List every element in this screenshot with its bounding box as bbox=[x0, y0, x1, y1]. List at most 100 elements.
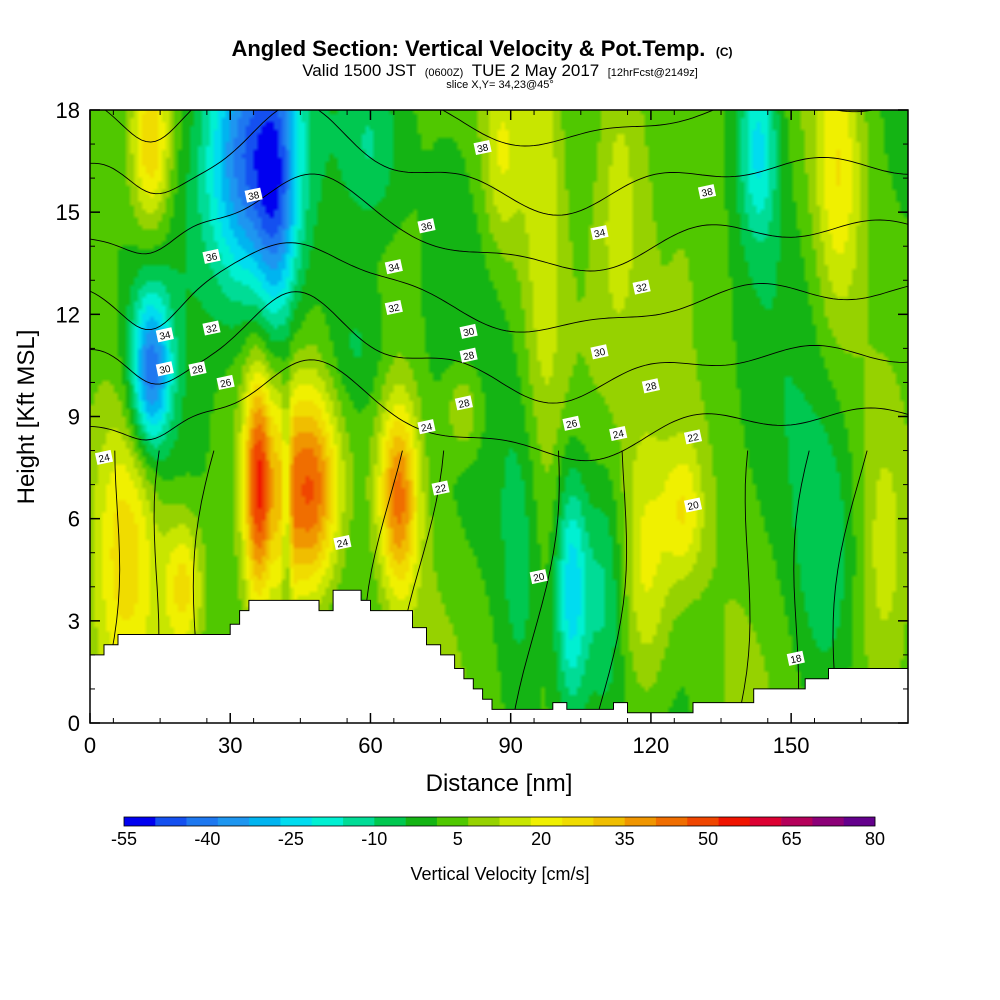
contour-label-text: 34 bbox=[388, 262, 402, 275]
contour-label-box bbox=[459, 347, 478, 363]
colorbar-swatch bbox=[781, 817, 813, 826]
contour-label-text: 24 bbox=[336, 537, 350, 550]
colorbar-tick-label: -25 bbox=[278, 829, 304, 849]
contour-label-box bbox=[529, 569, 548, 585]
colorbar-swatch bbox=[343, 817, 375, 826]
x-tick-label: 150 bbox=[773, 733, 810, 758]
contour-label-box bbox=[454, 395, 473, 411]
x-tick-label: 120 bbox=[633, 733, 670, 758]
colorbar-frame bbox=[123, 816, 876, 827]
contour-label-box bbox=[590, 344, 609, 360]
chart-valid-time: Valid 1500 JST (0600Z) TUE 2 May 2017 [1… bbox=[302, 61, 698, 80]
colorbar-swatch bbox=[843, 817, 876, 826]
colorbar bbox=[123, 816, 876, 827]
contour-label-text: 26 bbox=[565, 418, 579, 431]
contour-label-box bbox=[683, 497, 703, 513]
contour-label: 38 bbox=[697, 184, 717, 200]
x-axis-label: Distance [nm] bbox=[426, 770, 573, 797]
plot-area: 38 38 38 36 36 34 34 34 32 32 32 30 30 30 28 28 28 28 26 26… bbox=[89, 0, 909, 724]
contour-label-text: 32 bbox=[388, 302, 402, 315]
contour-label: 18 bbox=[786, 650, 805, 666]
y-tick-label: 6 bbox=[68, 507, 80, 532]
contour-label-box bbox=[683, 429, 703, 445]
contour-label-text: 38 bbox=[247, 190, 261, 203]
y-axis-label: Height [Kft MSL] bbox=[13, 330, 40, 505]
contour-label-text: 24 bbox=[612, 428, 626, 441]
isentrope-34 bbox=[104, 110, 876, 147]
y-tick-label: 9 bbox=[68, 405, 80, 430]
contour-label-box bbox=[155, 327, 174, 343]
contour-label: 30 bbox=[590, 344, 609, 360]
contour-label-box bbox=[459, 323, 478, 339]
contour-label-box bbox=[384, 259, 403, 275]
contour-label-box bbox=[632, 279, 651, 295]
x-tick-label: 60 bbox=[358, 733, 382, 758]
colorbar-swatch bbox=[155, 817, 187, 826]
isentrope-28 bbox=[90, 242, 908, 333]
colorbar-swatch bbox=[812, 817, 845, 826]
contour-label-text: 30 bbox=[159, 364, 173, 377]
contour-label-text: 28 bbox=[458, 398, 472, 411]
contour-label-box bbox=[473, 139, 492, 156]
colorbar-swatch bbox=[405, 817, 438, 826]
y-tick-label: 18 bbox=[56, 98, 80, 123]
chart-subtitle: slice X,Y= 34,23@45° bbox=[446, 79, 554, 91]
y-tick-label: 3 bbox=[68, 609, 80, 634]
isentrope-38 bbox=[90, 0, 908, 27]
contour-label: 24 bbox=[333, 534, 352, 551]
contour-label: 26 bbox=[216, 374, 235, 390]
terrain-mask bbox=[89, 589, 909, 724]
contour-label-text: 38 bbox=[701, 187, 715, 200]
colorbar-tick-label: 20 bbox=[531, 829, 551, 849]
contour-label: 24 bbox=[94, 449, 114, 465]
contour-label-box bbox=[202, 320, 221, 336]
x-tick-label: 0 bbox=[84, 733, 96, 758]
contour-label-text: 32 bbox=[205, 323, 219, 336]
contour-label-text: 20 bbox=[532, 571, 546, 584]
colorbar-tick-label: 80 bbox=[865, 829, 885, 849]
colorbar-swatch bbox=[593, 817, 625, 826]
contour-label-box bbox=[244, 187, 263, 203]
contour-label-text: 28 bbox=[191, 364, 205, 377]
contour-label-box bbox=[590, 225, 609, 241]
y-tick-label: 0 bbox=[68, 711, 80, 736]
contour-label-box bbox=[155, 361, 174, 377]
contour-label: 22 bbox=[431, 480, 450, 496]
colorbar-swatch bbox=[468, 817, 500, 826]
contour-label: 34 bbox=[384, 259, 403, 275]
contour-label: 38 bbox=[473, 139, 492, 156]
contour-label: 36 bbox=[202, 248, 221, 264]
contour-label-box bbox=[431, 480, 450, 496]
contour-label-box bbox=[188, 361, 207, 377]
contour-label-box bbox=[94, 449, 114, 465]
contour-label-box bbox=[562, 415, 581, 431]
contour-label-text: 38 bbox=[476, 142, 490, 155]
contour-label-text: 30 bbox=[593, 347, 607, 360]
colorbar-swatch bbox=[217, 817, 250, 826]
low-level-isentrope bbox=[793, 450, 810, 723]
colorbar-tick-label: 5 bbox=[453, 829, 463, 849]
contour-label: 32 bbox=[202, 320, 221, 336]
low-level-isentrope bbox=[736, 450, 751, 723]
colorbar-tick-label: -40 bbox=[194, 829, 220, 849]
contour-label: 24 bbox=[609, 425, 628, 442]
contour-label: 28 bbox=[454, 395, 473, 411]
colorbar-swatch bbox=[280, 817, 313, 826]
colorbar-swatch bbox=[562, 817, 594, 826]
isentrope-30 bbox=[90, 173, 908, 272]
contour-label: 20 bbox=[529, 569, 548, 585]
contour-label-box bbox=[333, 534, 352, 551]
isentrope-26 bbox=[90, 291, 908, 404]
colorbar-tick-label: -10 bbox=[361, 829, 387, 849]
contour-label-box bbox=[609, 425, 628, 442]
contour-label-text: 32 bbox=[635, 282, 649, 295]
contour-label-text: 22 bbox=[434, 483, 448, 496]
contour-label-text: 34 bbox=[159, 330, 173, 343]
colorbar-swatch bbox=[499, 817, 532, 826]
chart-title: Angled Section: Vertical Velocity & Pot.… bbox=[231, 36, 732, 61]
contour-label-text: 34 bbox=[593, 227, 607, 240]
colorbar-swatch bbox=[249, 817, 281, 826]
colorbar-tick-label: -55 bbox=[111, 829, 137, 849]
